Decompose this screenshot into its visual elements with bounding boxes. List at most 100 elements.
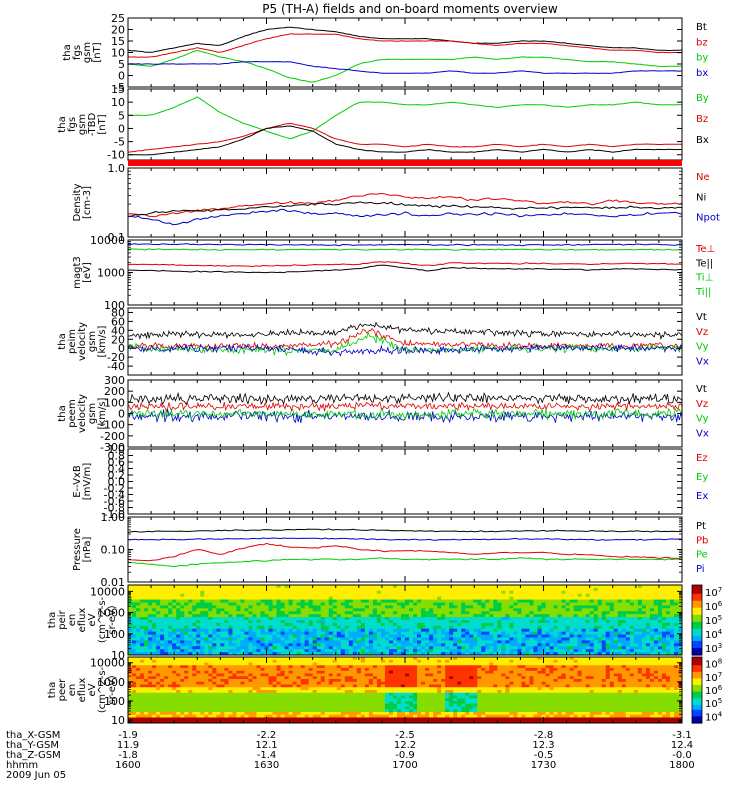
spectrogram-cell [316,637,322,642]
y-tick-label: 100 [104,299,125,312]
spectrogram-cell [276,614,282,618]
spectrogram-cell [565,585,571,589]
spectrogram-cell [429,611,434,615]
spectrogram-cell [417,622,422,627]
spectrogram-cell [256,585,262,589]
spectrogram-cell [433,611,438,615]
spectrogram-cell [180,622,185,627]
spectrogram-cell [320,631,326,636]
spectrogram-cell [485,593,490,598]
spectrogram-cell [388,614,394,618]
spectrogram-cell [344,605,350,609]
spectrogram-cell [553,593,559,598]
spectrogram-cell [184,637,189,642]
spectrogram-cell [573,605,579,609]
spectrogram-cell [645,637,651,642]
spectrogram-cell [405,596,410,601]
spectrogram-cell [216,622,221,627]
spectrogram-cell [228,665,233,669]
spectrogram-cell [140,611,145,615]
spectrogram-cell [256,614,262,618]
spectrogram-cell [405,622,410,627]
spectrogram-cell [328,657,334,661]
spectrogram-cell [164,665,169,669]
spectrogram-cell [573,652,579,655]
colorbar-swatch [692,609,702,612]
spectrogram-cell [525,599,531,604]
spectrogram-cell [380,665,386,669]
spectrogram-cell [549,657,555,661]
spectrogram-cell [384,634,390,639]
spectrogram-cell [260,622,266,627]
spectrogram-cell [172,628,177,633]
spectrogram-cell [593,587,599,592]
spectrogram-cell [348,649,354,653]
spectrogram-cell [260,637,266,642]
spectrogram-cell [380,596,386,601]
spectrogram-cell [569,605,575,609]
spectrogram-cell [641,602,647,607]
spectrogram-cell [641,640,647,644]
spectrogram-cell [252,670,258,675]
spectrogram-cell [537,608,543,612]
spectrogram-cell [625,646,631,650]
spectrogram-cell [481,646,486,650]
spectrogram-cell [577,593,583,598]
spectrogram-cell [228,608,233,612]
spectrogram-cell [248,599,254,604]
spectrogram-cell [445,587,450,592]
spectrogram-cell [216,585,221,589]
spectrogram-cell [489,652,494,655]
spectrogram-cell [224,637,229,642]
spectrogram-cell [541,617,547,621]
spectrogram-cell [192,620,197,624]
spectrogram-cell [256,662,262,666]
spectrogram-cell [212,620,217,624]
spectrogram-cell [469,643,474,647]
spectrogram-cell [433,587,438,592]
spectrogram-cell [533,622,539,627]
spectrogram-cell [525,593,531,598]
spectrogram-cell [392,670,398,675]
spectrogram-cell [212,643,217,647]
spectrogram-cell [601,649,607,653]
spectrogram-cell [505,625,510,630]
spectrogram-cell [429,596,434,601]
spectrogram-cell [417,611,422,615]
spectrogram-cell [665,659,671,664]
spectrogram-cell [513,608,518,612]
spectrogram-cell [296,634,302,639]
spectrogram-cell [481,622,486,627]
y-tick-label: 10 [111,96,125,109]
spectrogram-cell [505,611,510,615]
spectrogram-cell [240,620,246,624]
spectrogram-cell [348,662,354,666]
legend-by: By [696,93,709,104]
spectrogram-cell [445,659,450,664]
spectrogram-cell [589,602,595,607]
spectrogram-cell [176,652,181,655]
spectrogram-cell [481,659,486,664]
colorbar-swatch [692,637,702,640]
spectrogram-cell [537,670,543,675]
spectrogram-cell [268,625,274,630]
spectrogram-cell [204,637,209,642]
spectrogram-cell [593,670,599,675]
spectrogram-cell [384,670,390,675]
spectrogram-cell [573,593,579,598]
spectrogram-cell [312,614,318,618]
spectrogram-cell [268,665,274,669]
spectrogram-cell [661,634,667,639]
spectrogram-cell [172,637,177,642]
spectrogram-cell [469,596,474,601]
spectrogram-cell [168,652,173,655]
spectrogram-cell [529,622,535,627]
spectrogram-cell [413,620,418,624]
spectrogram-cell [461,611,466,615]
spectrogram-cell [336,659,342,664]
spectrogram-cell [537,620,543,624]
spectrogram-cell [284,628,290,633]
spectrogram-cell [421,637,426,642]
spectrogram-cell [593,668,599,672]
spectrogram-cell [613,640,619,644]
